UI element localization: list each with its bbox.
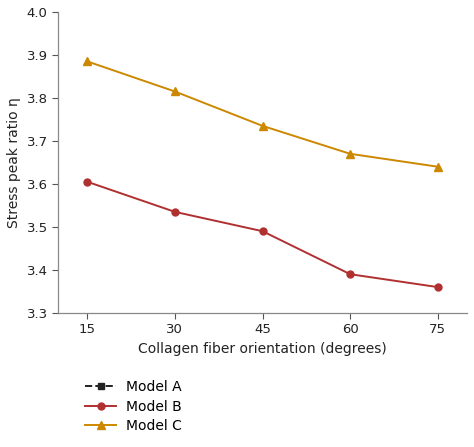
Model C: [260, 123, 265, 129]
Line: Model C: Model C: [83, 57, 442, 171]
Model B: [347, 271, 353, 277]
Model B: [84, 179, 90, 185]
X-axis label: Collagen fiber orientation (degrees): Collagen fiber orientation (degrees): [138, 342, 387, 356]
Legend: Model A, Model B, Model C: Model A, Model B, Model C: [85, 380, 182, 433]
Model C: [435, 164, 441, 169]
Model C: [84, 59, 90, 64]
Y-axis label: Stress peak ratio η: Stress peak ratio η: [7, 97, 21, 228]
Model B: [172, 209, 178, 215]
Model B: [435, 284, 441, 290]
Model B: [260, 228, 265, 234]
Model C: [172, 89, 178, 94]
Model C: [347, 151, 353, 156]
Line: Model B: Model B: [84, 178, 441, 291]
